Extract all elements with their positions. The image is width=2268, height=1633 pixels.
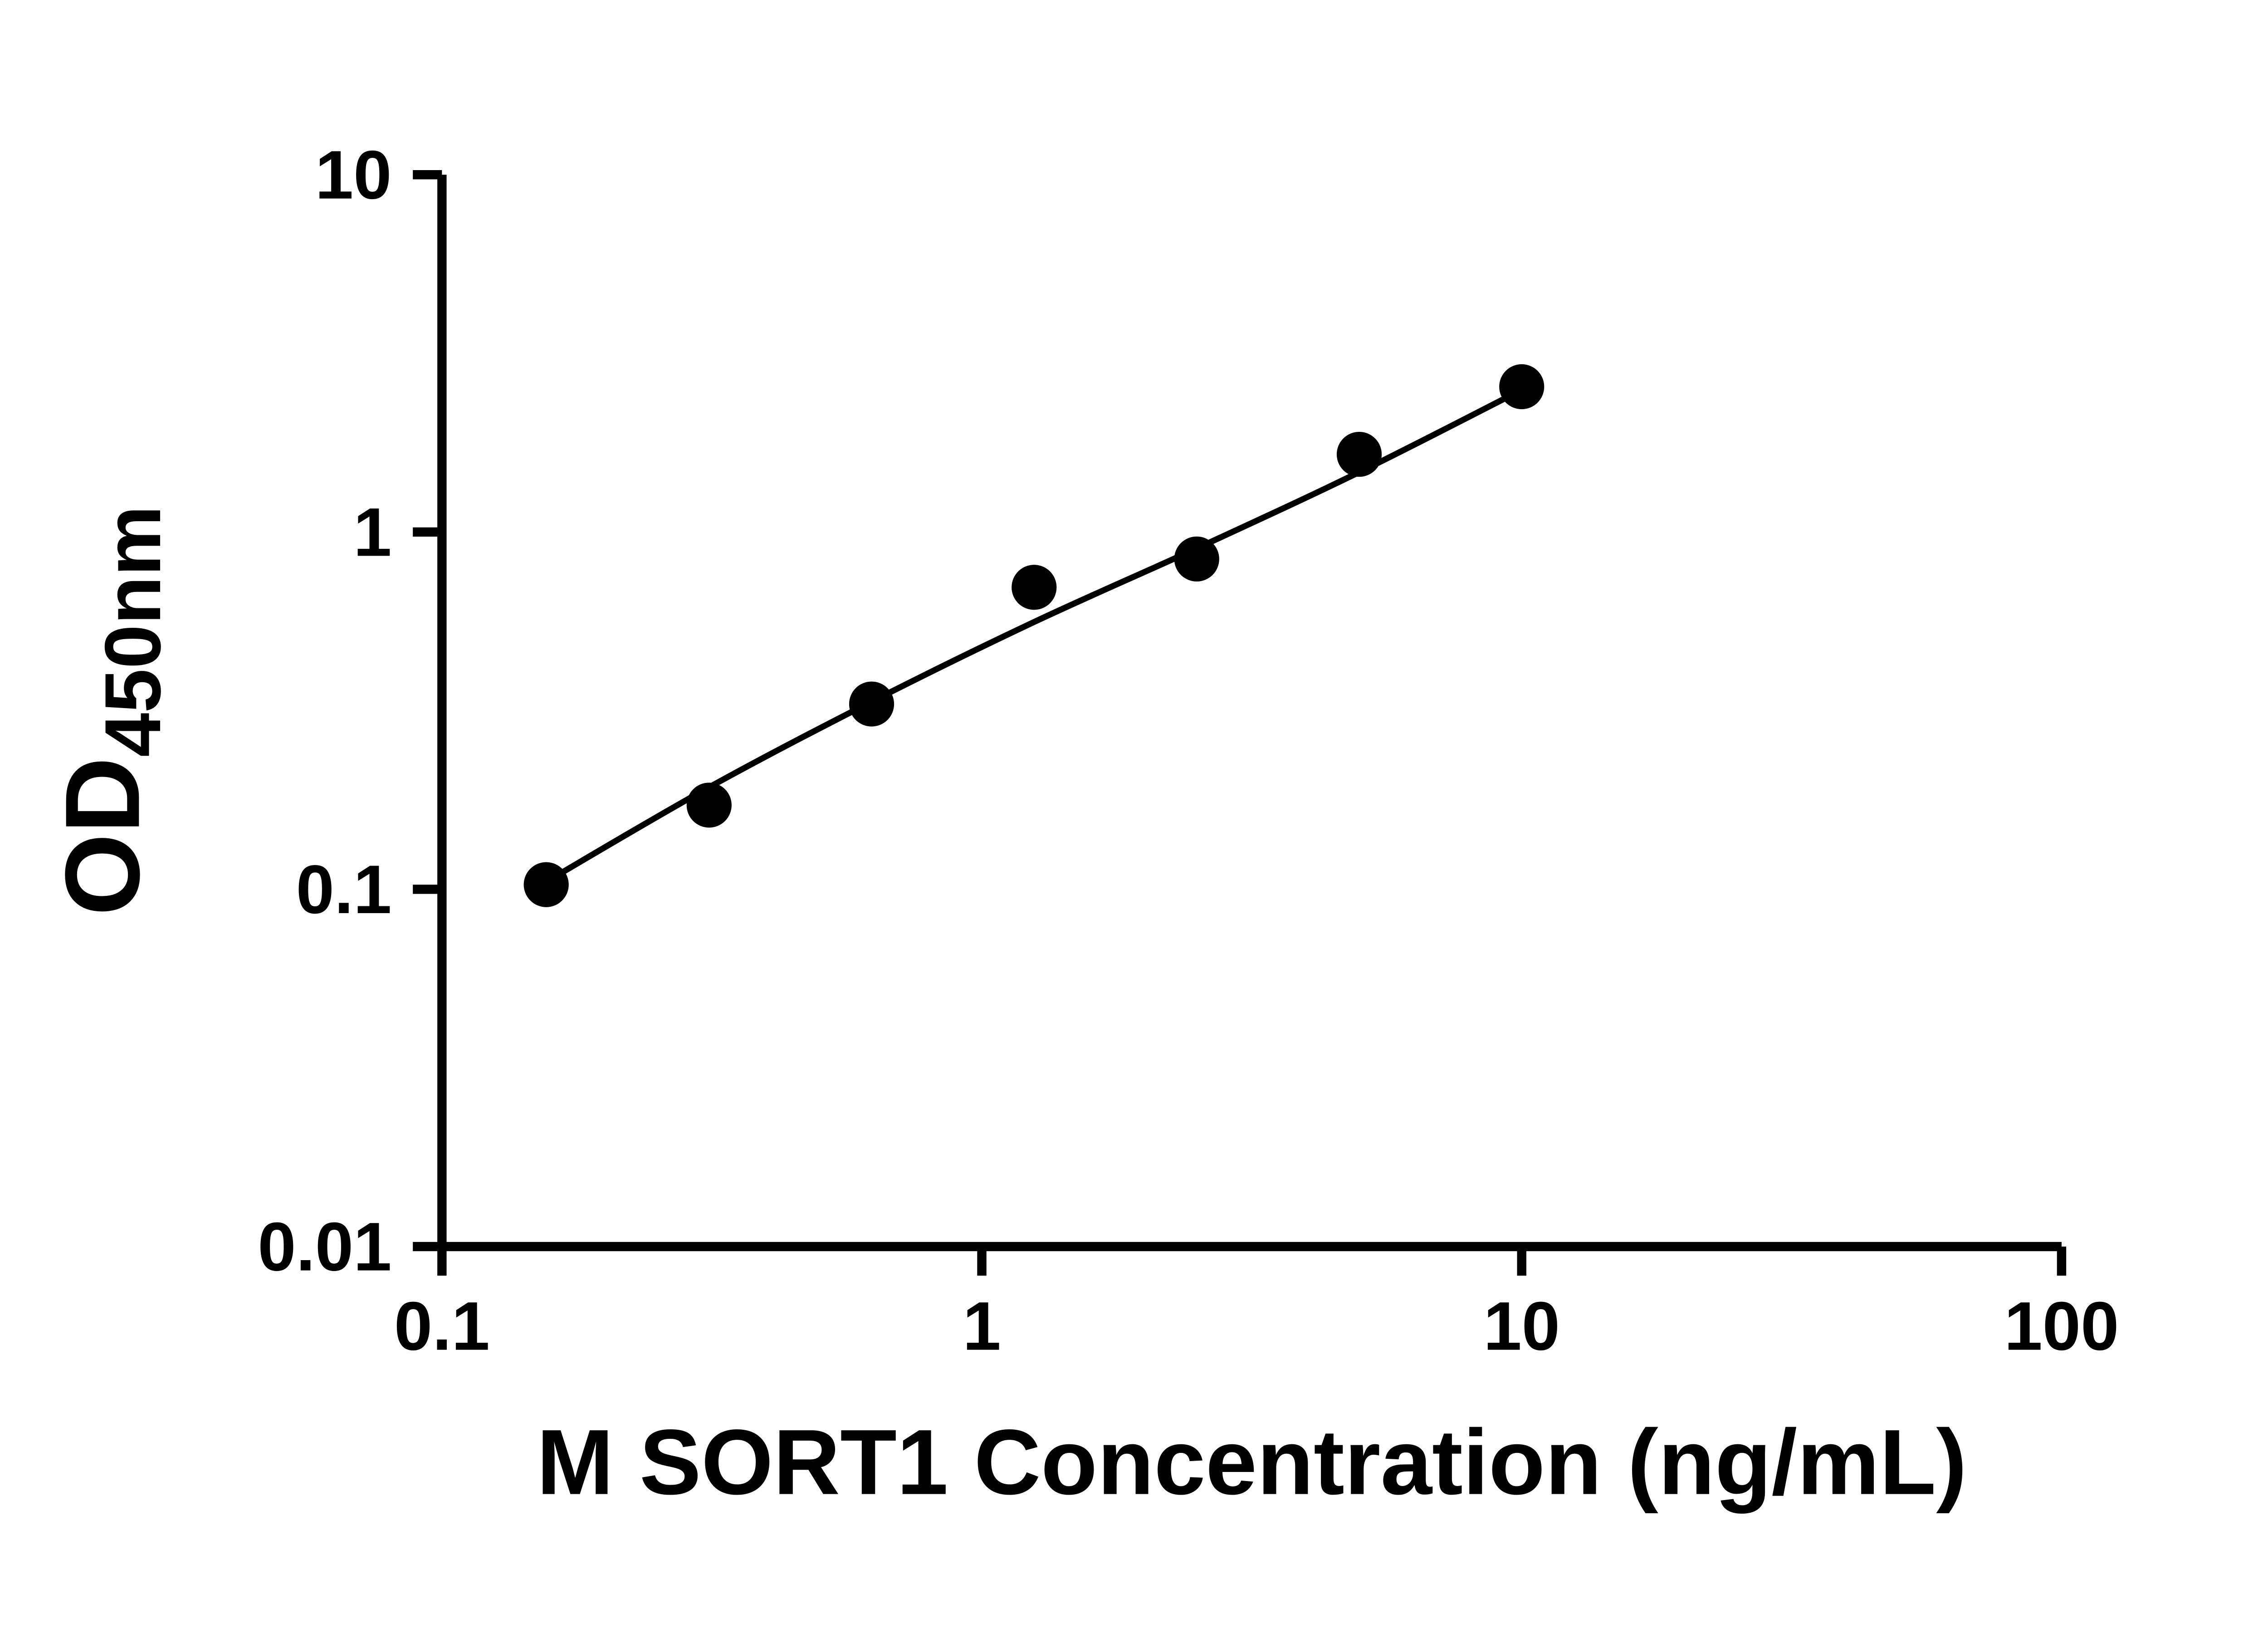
y-axis-title-subscript: 450nm	[89, 505, 177, 757]
x-tick-label: 0.1	[394, 1288, 490, 1365]
x-tick-label: 10	[1483, 1288, 1560, 1365]
y-axis-title-main: OD	[44, 757, 161, 916]
data-point	[1499, 364, 1545, 410]
x-axis-title: M SORT1 Concentration (ng/mL)	[537, 1411, 1967, 1514]
y-axis-title: OD450nm	[44, 505, 177, 916]
data-point	[686, 782, 732, 828]
y-tick-label: 1	[353, 494, 391, 571]
y-tick-label: 0.01	[258, 1209, 391, 1286]
data-point	[1174, 536, 1219, 582]
data-point	[1012, 565, 1057, 610]
x-tick-label: 1	[963, 1288, 1001, 1365]
data-point	[849, 681, 894, 727]
x-tick-label: 100	[2004, 1288, 2119, 1365]
data-point	[1336, 431, 1382, 477]
axes-frame	[437, 175, 2062, 1252]
data-point	[523, 862, 569, 907]
y-tick-label: 0.1	[296, 851, 392, 928]
y-tick-label: 10	[315, 137, 392, 214]
